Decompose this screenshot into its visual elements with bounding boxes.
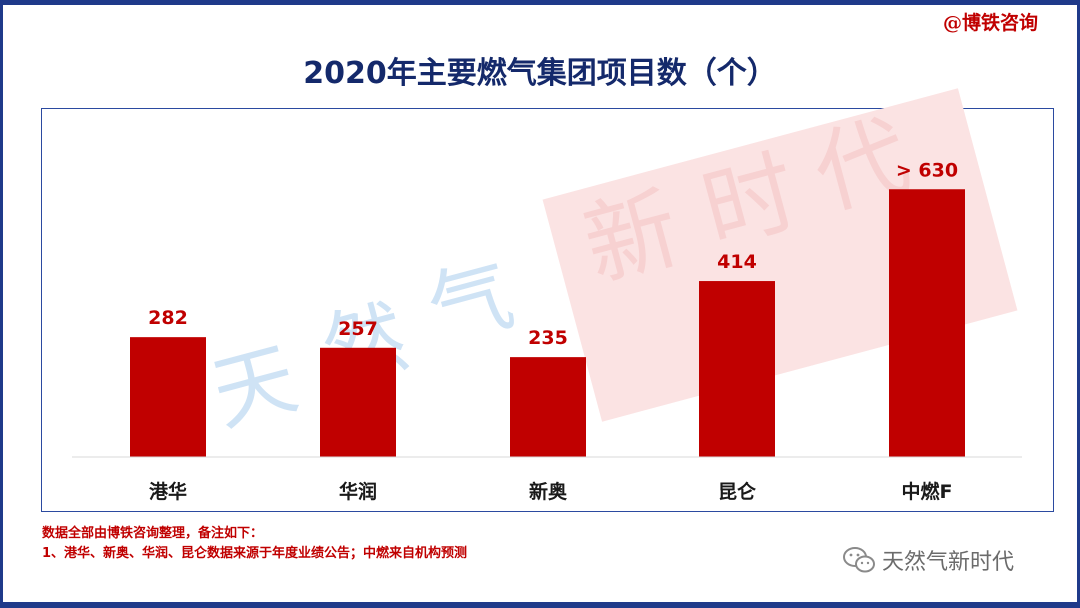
wechat-account-name: 天然气新时代 — [882, 550, 1015, 575]
footnote-line-2: 1、港华、新奥、华润、昆仑数据来源于年度业绩公告；中燃来自机构预测 — [42, 546, 468, 561]
footnotes: 数据全部由博铁咨询整理，备注如下： 1、港华、新奥、华润、昆仑数据来源于年度业绩… — [42, 524, 467, 564]
plot-area — [41, 108, 1054, 512]
bar-3 — [510, 357, 586, 457]
frame-right-border — [1077, 0, 1080, 608]
bar-value-label: 282 — [148, 307, 188, 329]
category-label: 新奥 — [529, 480, 568, 503]
watermark-char: 天 — [203, 331, 307, 444]
category-label: 华润 — [339, 480, 377, 503]
bar-value-label: 257 — [338, 318, 378, 340]
bar-value-label: 235 — [528, 327, 568, 349]
wechat-account: 天然气新时代 — [842, 544, 1014, 576]
category-label: 港华 — [149, 480, 187, 503]
chart-title: 2020年主要燃气集团项目数（个） — [303, 56, 777, 91]
bar-1 — [130, 337, 206, 457]
bar-4 — [699, 281, 775, 457]
footnote-line-1: 数据全部由博铁咨询整理，备注如下： — [42, 526, 264, 541]
frame-left-border — [0, 0, 3, 608]
bar-value-label: 414 — [717, 251, 757, 273]
watermark-char: 气 — [419, 247, 523, 360]
category-label: 昆仑 — [718, 480, 757, 503]
frame-top-border — [0, 0, 1080, 5]
category-label: 中燃F — [902, 480, 953, 503]
frame-bottom-border — [0, 602, 1080, 608]
bar-2 — [320, 347, 396, 457]
bar-value-label: > 630 — [896, 159, 958, 181]
bar-5 — [889, 189, 965, 457]
brand-label: @博铁咨询 — [942, 12, 1038, 34]
wechat-icon — [843, 547, 875, 573]
